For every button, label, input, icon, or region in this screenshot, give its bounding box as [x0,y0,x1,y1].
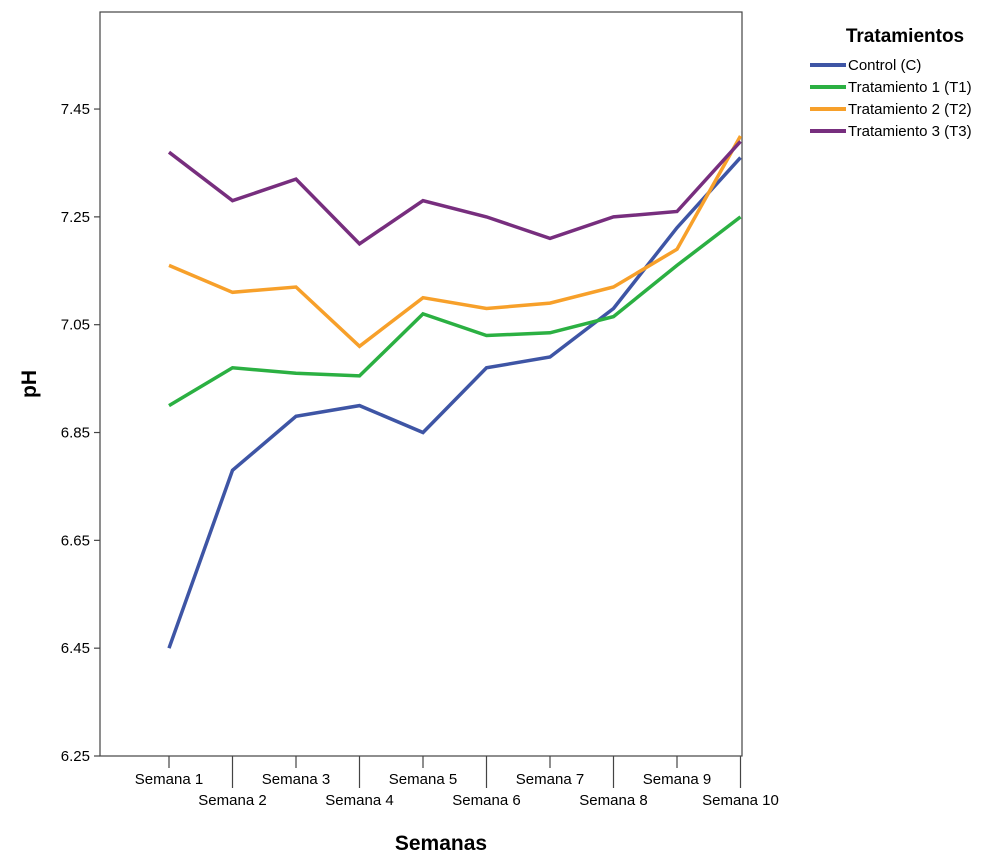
x-tick-label: Semana 2 [198,792,266,809]
x-tick-label: Semana 10 [702,792,779,809]
y-tick-label: 6.65 [61,532,90,549]
x-tick-label: Semana 7 [516,771,584,788]
x-axis-title: Semanas [395,832,487,854]
y-tick-label: 7.05 [61,317,90,334]
y-tick-label: 6.25 [61,748,90,765]
y-axis: 6.25 6.45 6.65 6.85 7.05 7.25 7.45 [61,101,100,765]
y-axis-title: pH [18,370,41,398]
legend: Tratamientos Control (C) Tratamiento 1 (T… [810,26,972,140]
x-tick-label: Semana 3 [262,771,330,788]
legend-label: Tratamiento 2 (T2) [848,101,972,118]
x-tick-label: Semana 6 [452,792,520,809]
x-tick-label: Semana 8 [579,792,647,809]
legend-label: Tratamiento 1 (T1) [848,79,972,96]
y-tick-label: 6.85 [61,425,90,442]
series-line-2 [168,215,742,408]
x-tick-label: Semana 1 [135,771,203,788]
x-tick-label: Semana 9 [643,771,711,788]
series-line-4 [167,140,742,247]
series-line-3 [168,135,743,349]
legend-title: Tratamientos [846,26,964,47]
plot-frame [99,11,743,757]
legend-label: Control (C) [848,57,921,74]
y-tick-label: 6.45 [61,640,90,657]
x-tick-label: Semana 5 [389,771,457,788]
x-tick-label: Semana 4 [325,792,393,809]
series-layer [167,135,743,649]
y-tick-label: 7.25 [61,209,90,226]
legend-label: Tratamiento 3 (T3) [848,123,972,140]
y-tick-label: 7.45 [61,101,90,118]
x-axis: Semana 1 Semana 2 Semana 3 Semana 4 Semana 5… [135,756,779,809]
